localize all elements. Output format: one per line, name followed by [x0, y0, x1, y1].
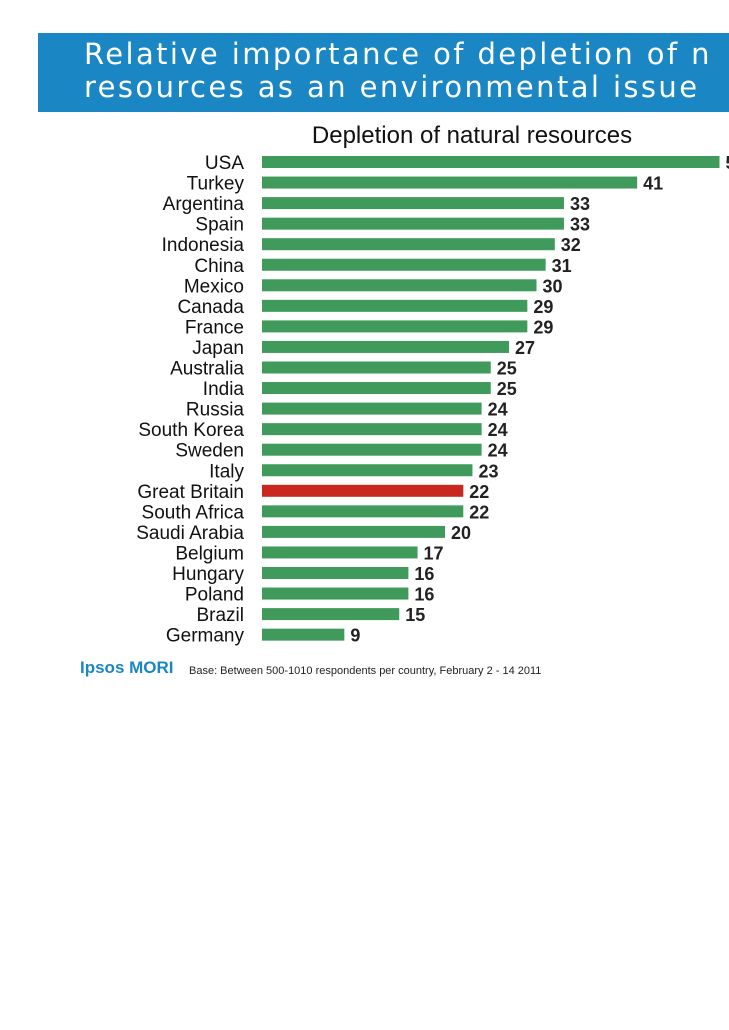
ipsos-mori-logo: Ipsos MORI: [80, 658, 174, 677]
value-label: 20: [451, 523, 471, 543]
bar: [262, 361, 491, 374]
value-label: 24: [488, 420, 508, 440]
value-label: 22: [469, 502, 489, 522]
title-line-2: resources as an environmental issue: [84, 70, 700, 104]
bar: [262, 443, 482, 456]
value-label: 15: [405, 605, 425, 625]
value-label: 27: [515, 338, 535, 358]
bar-chart: Depletion of natural resources USA 5 Turke…: [136, 122, 729, 647]
value-label: 32: [561, 235, 581, 255]
category-label: USA: [205, 153, 244, 174]
value-label: 33: [570, 215, 590, 235]
category-label: India: [203, 379, 245, 400]
bar: [262, 567, 409, 579]
bar: [262, 608, 400, 621]
bar: [262, 628, 345, 641]
title-line-1: Relative importance of depletion of n: [84, 37, 712, 71]
bars-group: USA 5 Turkey 41 Argentina 33 Spain 33 Indonesia 3…: [136, 153, 729, 647]
value-label: 22: [469, 482, 489, 502]
category-label: Italy: [209, 461, 244, 482]
category-label: China: [194, 256, 244, 277]
category-label: Poland: [185, 585, 244, 606]
value-label: 16: [414, 564, 434, 584]
category-label: South Africa: [142, 502, 245, 523]
value-label: 9: [350, 626, 360, 646]
bar: [262, 587, 409, 600]
value-label: 5: [726, 153, 729, 173]
category-label: Australia: [170, 359, 244, 380]
category-label: Germany: [166, 626, 245, 647]
bar: [262, 299, 528, 312]
bar: [262, 546, 418, 559]
category-label: Saudi Arabia: [136, 523, 244, 544]
category-label: Indonesia: [162, 235, 245, 256]
bar: [262, 238, 555, 251]
bar: [262, 176, 638, 189]
value-label: 25: [497, 379, 517, 399]
bar: [262, 279, 537, 292]
value-label: 24: [488, 441, 508, 461]
value-label: 30: [543, 276, 563, 296]
bar: [262, 505, 464, 518]
value-label: 29: [533, 297, 553, 317]
category-label: Turkey: [187, 174, 245, 195]
base-note: Base: Between 500-1010 respondents per c…: [189, 665, 542, 677]
category-label: Spain: [195, 215, 244, 236]
category-label: Argentina: [163, 194, 245, 215]
bar: [262, 402, 482, 415]
category-label: Hungary: [172, 564, 244, 585]
bar: [262, 423, 482, 436]
category-label: Brazil: [196, 605, 244, 626]
bar: [262, 464, 473, 477]
category-label: Great Britain: [137, 482, 244, 503]
category-label: Japan: [192, 338, 244, 359]
value-label: 17: [424, 543, 444, 563]
bar: [262, 484, 464, 497]
value-label: 29: [533, 317, 553, 337]
value-label: 23: [478, 461, 498, 481]
chart-title: Depletion of natural resources: [312, 122, 632, 149]
bar: [262, 320, 528, 333]
bar: [262, 197, 564, 210]
category-label: Mexico: [184, 276, 244, 297]
value-label: 25: [497, 359, 517, 379]
category-label: Russia: [186, 400, 245, 421]
bar: [262, 217, 564, 230]
bar: [262, 525, 445, 538]
value-label: 16: [414, 585, 434, 605]
value-label: 24: [488, 400, 508, 420]
title-banner: Relative importance of depletion of n re…: [38, 33, 729, 112]
bar: [262, 156, 720, 168]
value-label: 31: [552, 256, 572, 276]
category-label: Sweden: [175, 441, 244, 462]
category-label: Belgium: [175, 543, 244, 564]
category-label: South Korea: [138, 420, 244, 441]
value-label: 33: [570, 194, 590, 214]
bar: [262, 340, 510, 353]
bar: [262, 258, 546, 271]
category-label: France: [185, 317, 244, 338]
value-label: 41: [643, 174, 663, 194]
bar: [262, 382, 491, 395]
category-label: Canada: [177, 297, 244, 318]
